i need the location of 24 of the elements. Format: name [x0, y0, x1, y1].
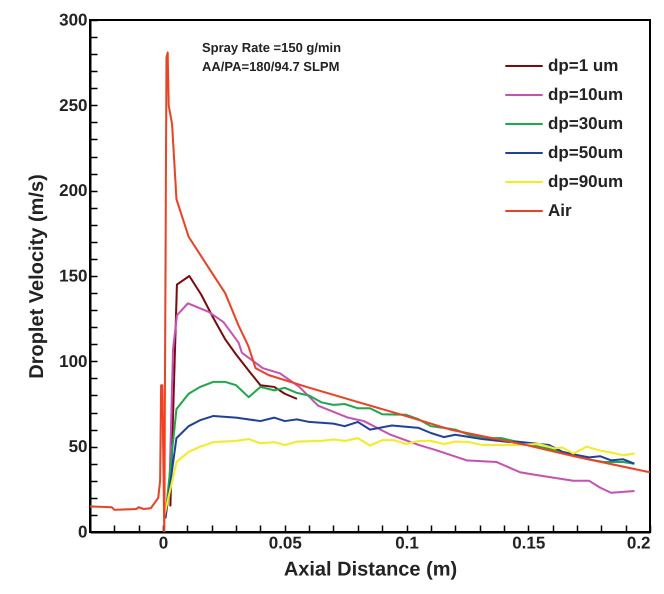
x-tick-label: 0.05	[268, 534, 302, 552]
y-tick-label: 200	[59, 181, 88, 200]
x-axis-title: Axial Distance (m)	[284, 558, 458, 580]
line-series	[168, 302, 636, 499]
legend-label: dp=10um	[548, 85, 624, 104]
legend-label: dp=30um	[548, 114, 624, 133]
x-tick-label: 0.1	[395, 534, 419, 552]
y-axis-title: Droplet Velocity (m/s)	[26, 174, 48, 379]
x-tick-label: 0	[158, 534, 168, 552]
x-tick-label: 0.15	[512, 534, 546, 552]
x-tick-label: 0.2	[626, 534, 650, 552]
y-tick-label: 100	[59, 352, 88, 371]
legend-label: dp=90um	[548, 172, 624, 191]
annotation: Spray Rate =150 g/min	[202, 40, 342, 55]
y-tick-label: 150	[59, 266, 88, 286]
line-series	[164, 414, 636, 520]
legend-label: dp=50um	[548, 143, 624, 162]
y-tick-label: 250	[59, 96, 88, 115]
legend-label: dp=1 um	[548, 56, 618, 75]
y-tick-label: 50	[68, 437, 88, 456]
line-series	[169, 275, 298, 508]
y-tick-label: 300	[59, 10, 88, 30]
annotation: AA/PA=180/94.7 SLPM	[202, 59, 340, 74]
legend-label: Air	[548, 201, 572, 220]
